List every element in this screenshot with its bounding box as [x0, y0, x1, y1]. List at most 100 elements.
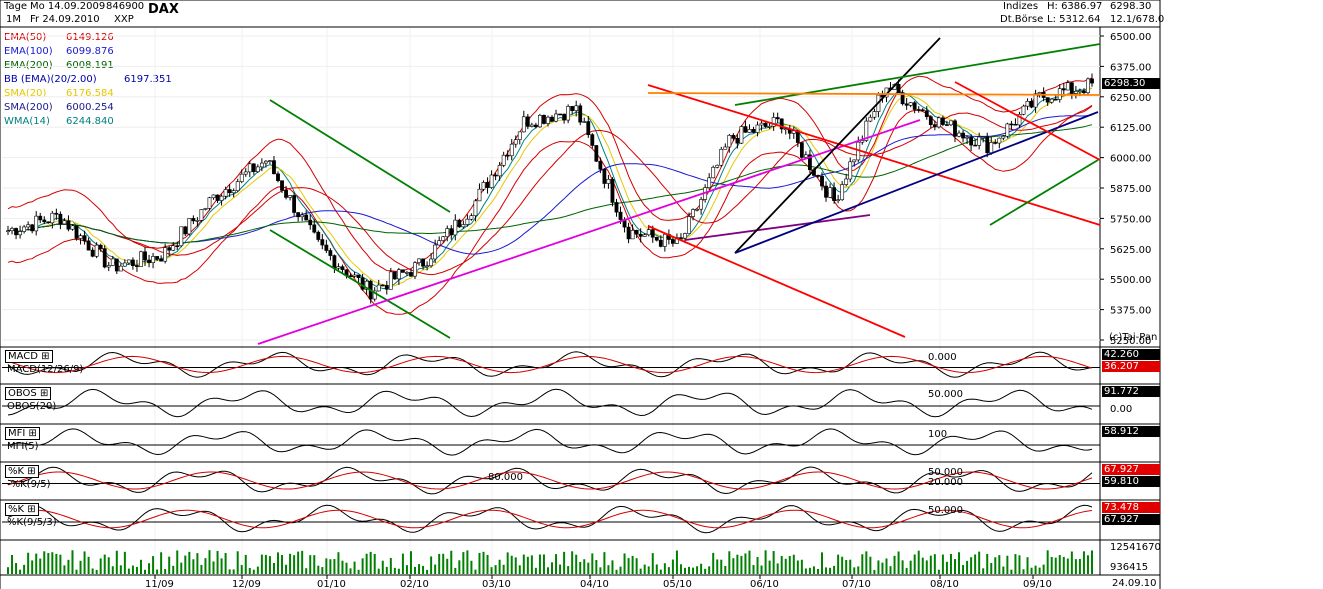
candle-body	[558, 113, 562, 116]
candle-body	[54, 212, 59, 215]
candle-body	[965, 136, 969, 139]
candle-body	[1037, 92, 1042, 95]
price-tick-label: 5375.00	[1110, 306, 1151, 317]
candle-body	[74, 225, 79, 239]
candle-body	[312, 224, 317, 233]
indicator-title-stoch2[interactable]: %K ⊞	[5, 503, 39, 516]
indicator-value-badge: 42.260	[1102, 349, 1160, 360]
candle-body	[90, 249, 95, 257]
indicator-title-macd[interactable]: MACD ⊞	[5, 350, 53, 363]
candle-body	[953, 120, 957, 137]
candle-body	[1029, 100, 1034, 108]
candle-body	[324, 244, 329, 251]
x-axis-label: 09/10	[1023, 579, 1052, 589]
indicator-title-stoch1[interactable]: %K ⊞	[5, 465, 39, 478]
candle-body	[606, 179, 611, 184]
candle-body	[131, 259, 135, 266]
exchange-name: Dt.Börse	[1000, 14, 1044, 25]
legend-entry: EMA(50) 6149.126	[4, 32, 114, 43]
indicator-title-mfi[interactable]: MFI ⊞	[5, 427, 40, 440]
candle-body	[570, 106, 575, 111]
candle-body	[348, 275, 353, 278]
candle-body	[727, 135, 732, 148]
candle-body	[711, 166, 716, 179]
candle-body	[646, 229, 651, 236]
interval-label[interactable]: 1M	[6, 14, 21, 25]
candle-body	[1005, 123, 1010, 137]
candle-body	[388, 271, 393, 290]
trend-line	[989, 159, 1099, 226]
candle-body	[280, 180, 284, 191]
indicator-sub-stoch1: -%K(9/5)	[7, 479, 51, 490]
candle-body	[396, 269, 401, 280]
candle-body	[912, 102, 917, 110]
candle-body	[243, 171, 248, 175]
candle-body	[163, 247, 168, 262]
candle-body	[747, 129, 752, 133]
candle-body	[783, 128, 788, 131]
candle-body	[936, 117, 941, 128]
legend-name: SMA(200)	[4, 102, 53, 113]
candle-body	[175, 245, 180, 248]
candle-body	[630, 230, 635, 240]
period-label[interactable]: Tage	[4, 1, 28, 12]
date-to: Fr 24.09.2010	[30, 14, 100, 25]
candle-body	[304, 214, 309, 221]
candle-body	[1082, 90, 1086, 94]
legend-entry: EMA(100) 6099.876	[4, 46, 114, 57]
candle-body	[308, 219, 313, 226]
candle-body	[610, 179, 615, 203]
indicator-level-obos: 50.000	[928, 389, 963, 400]
candle-body	[1025, 100, 1030, 107]
candle-body	[356, 274, 361, 279]
candle-body	[808, 154, 812, 171]
candle-body	[191, 218, 196, 222]
candle-body	[441, 236, 446, 241]
candle-body	[1001, 135, 1006, 139]
candle-body	[1013, 123, 1018, 126]
bollinger-upper	[7, 75, 1093, 272]
candle-body	[159, 258, 164, 262]
indicator-title-obos[interactable]: OBOS ⊞	[5, 387, 52, 400]
legend-value: 6244.840	[66, 116, 114, 127]
bollinger-lower	[7, 105, 1093, 315]
candle-body	[292, 195, 297, 213]
candle-body	[594, 145, 599, 162]
candle-body	[66, 220, 71, 230]
candle-body	[671, 239, 675, 244]
volume-axis-bottom: 936415	[1110, 562, 1149, 573]
candle-body	[421, 258, 425, 267]
candle-body	[844, 178, 849, 185]
candle-body	[316, 231, 321, 240]
candle-body	[433, 244, 438, 260]
candle-body	[683, 233, 687, 239]
candle-body	[896, 84, 901, 93]
x-axis-label: 02/10	[400, 579, 429, 589]
symbol-title: DAX	[148, 2, 179, 17]
candle-body	[207, 197, 212, 209]
candle-body	[945, 124, 949, 126]
candle-body	[562, 113, 567, 121]
candle-body	[977, 136, 982, 146]
candle-body	[626, 226, 631, 240]
candle-body	[50, 212, 55, 224]
candle-body	[328, 250, 333, 256]
candle-body	[98, 244, 103, 249]
candle-body	[42, 219, 47, 223]
indicator-line	[7, 351, 1093, 378]
candle-body	[836, 199, 841, 202]
legend-value: 6176.584	[66, 88, 114, 99]
candle-body	[26, 224, 31, 228]
candle-body	[574, 105, 579, 111]
candle-body	[259, 162, 264, 168]
candle-body	[550, 116, 554, 122]
candle-body	[449, 228, 454, 236]
indicator-level-mid-stoch1: 80.000	[488, 472, 523, 483]
candle-body	[183, 226, 188, 235]
volume-axis-top: 12541670	[1110, 542, 1161, 553]
candle-body	[695, 208, 699, 211]
candle-body	[1078, 90, 1082, 93]
x-axis-label: 05/10	[663, 579, 692, 589]
candle-body	[276, 173, 280, 181]
x-axis-label: 03/10	[482, 579, 511, 589]
